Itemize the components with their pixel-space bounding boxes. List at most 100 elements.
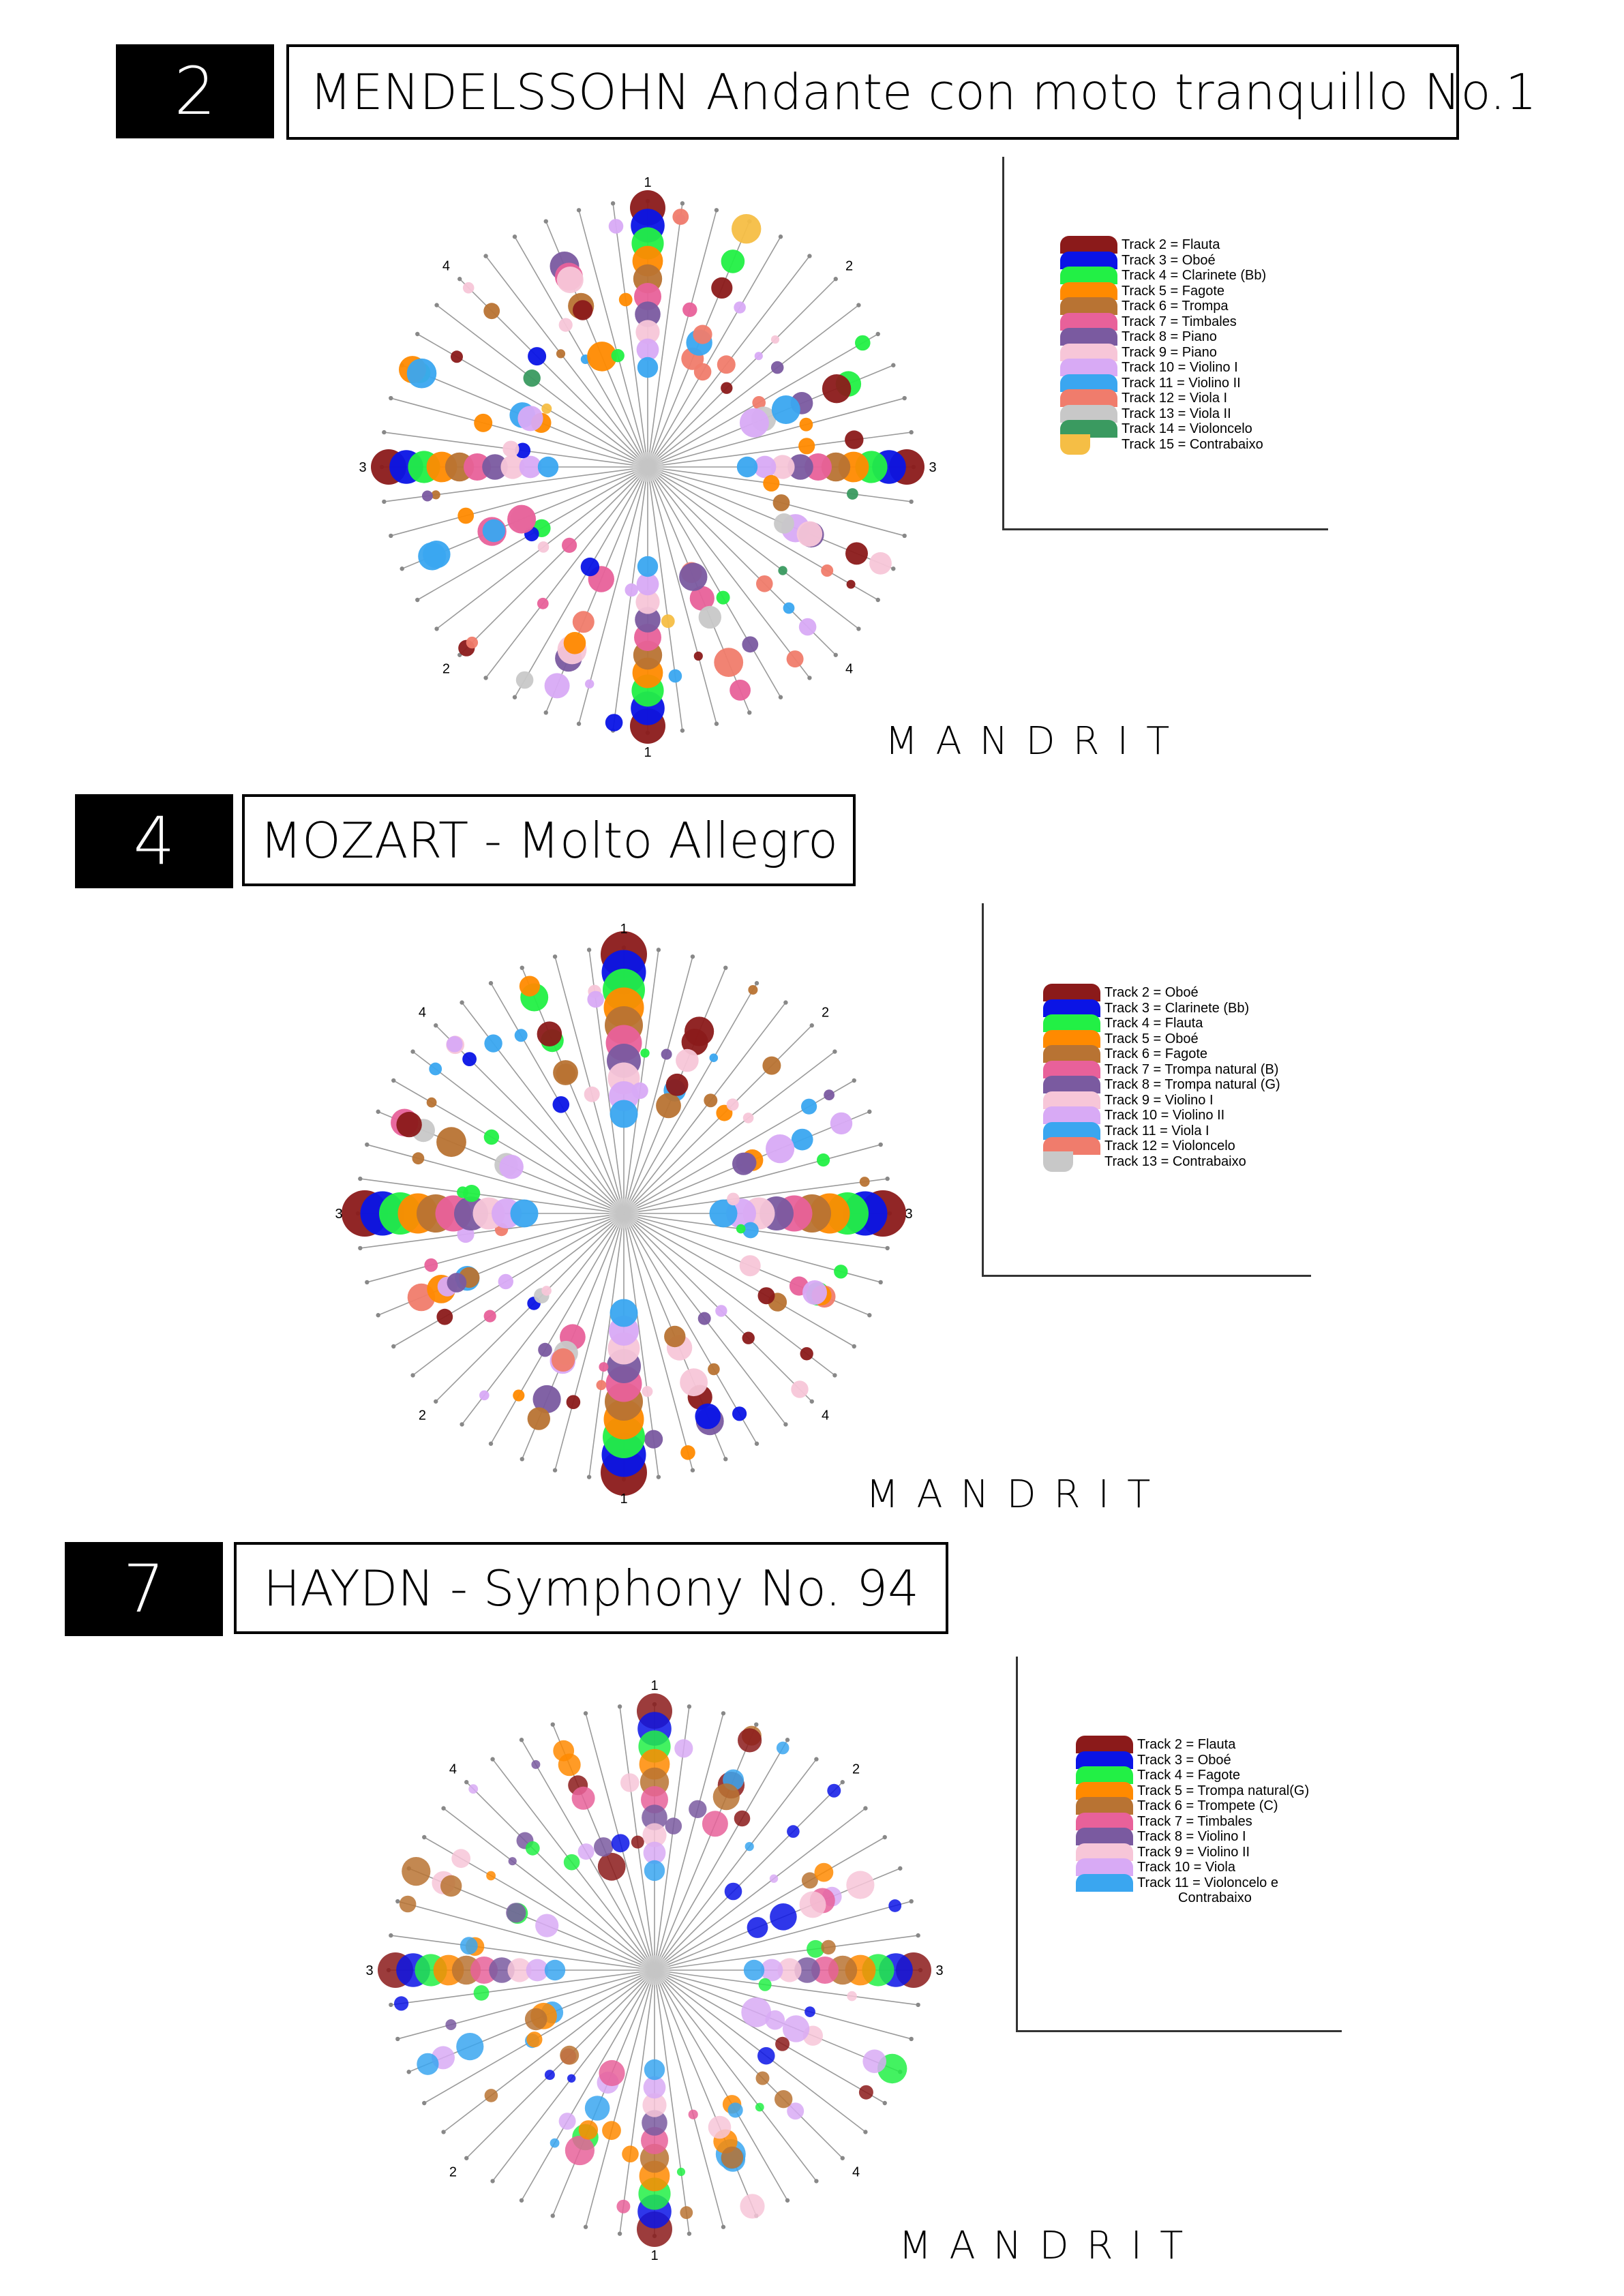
data-bubble xyxy=(643,2076,666,2099)
ring-label: 1 xyxy=(620,1492,627,1507)
spoke-end-dot xyxy=(833,652,838,657)
data-bubble xyxy=(605,714,623,731)
spoke-line xyxy=(647,466,879,601)
legend-item: Track 8 = Trompa natural (G) xyxy=(1043,1076,1280,1094)
data-bubble xyxy=(783,602,795,614)
data-bubble xyxy=(466,636,479,649)
data-bubble xyxy=(532,1385,561,1414)
spoke-line xyxy=(360,1178,625,1214)
spoke-line xyxy=(554,1213,625,1470)
ring-label: 4 xyxy=(852,2165,860,2180)
legend-label: Track 8 = Violino I xyxy=(1137,1829,1246,1845)
spoke-end-dot xyxy=(389,395,393,401)
data-bubble xyxy=(635,590,660,614)
data-bubble xyxy=(756,575,773,592)
data-bubble xyxy=(715,1305,727,1317)
data-bubble xyxy=(602,2121,621,2141)
data-bubble xyxy=(563,1854,580,1871)
legend-item: Track 10 = Violino I xyxy=(1060,359,1266,377)
spoke-end-dot xyxy=(867,1109,872,1114)
spoke-line xyxy=(585,1969,655,2227)
spoke-end-dot xyxy=(550,2214,555,2218)
data-bubble xyxy=(858,2085,873,2100)
data-bubble xyxy=(644,1860,665,1882)
spoke-end-dot xyxy=(909,1899,914,1904)
data-bubble xyxy=(777,1958,802,1982)
data-bubble xyxy=(801,1098,817,1115)
data-bubble xyxy=(791,1380,809,1398)
spoke-end-dot xyxy=(441,1806,446,1811)
data-bubble xyxy=(484,1034,502,1053)
spoke-line xyxy=(654,1759,817,1971)
data-bubble xyxy=(693,363,712,381)
data-bubble xyxy=(726,1098,739,1111)
spoke-end-dot xyxy=(543,219,548,224)
data-bubble xyxy=(514,1029,528,1042)
spoke-end-dot xyxy=(488,981,494,986)
legend-item: Track 2 = Flauta xyxy=(1060,236,1266,254)
spoke-end-dot xyxy=(875,597,880,603)
data-bubble xyxy=(537,541,550,553)
center-hub xyxy=(640,1955,670,1985)
spoke-line xyxy=(490,1213,625,1445)
spoke-end-dot xyxy=(714,208,719,213)
data-bubble xyxy=(714,648,744,677)
data-bubble xyxy=(544,673,570,699)
legend-swatch xyxy=(1076,1797,1133,1815)
spoke-line xyxy=(623,1002,787,1214)
data-bubble xyxy=(599,1362,609,1372)
ring-label: 2 xyxy=(442,662,450,677)
data-bubble xyxy=(599,2059,625,2087)
spoke-end-dot xyxy=(586,1475,592,1479)
legend-item: Track 13 = Contrabaixo xyxy=(1043,1151,1280,1172)
spoke-end-dot xyxy=(434,303,439,307)
spoke-end-dot xyxy=(400,567,404,571)
legend-label: Track 11 = Violoncelo e xyxy=(1137,1875,1278,1890)
data-bubble xyxy=(556,267,584,293)
spoke-end-dot xyxy=(434,626,439,631)
legend-label: Track 15 = Contrabaixo xyxy=(1122,436,1263,452)
data-bubble xyxy=(525,1841,540,1856)
legend-label: Track 12 = Violoncelo xyxy=(1104,1138,1235,1154)
spoke-end-dot xyxy=(583,1711,588,1716)
data-bubble xyxy=(680,2206,693,2220)
spoke-end-dot xyxy=(376,1313,380,1318)
data-bubble xyxy=(757,1287,775,1305)
spoke-end-dot xyxy=(909,429,914,435)
spoke-end-dot xyxy=(754,981,760,986)
spoke-end-dot xyxy=(863,2130,868,2134)
data-bubble xyxy=(801,1872,818,1889)
data-bubble xyxy=(587,991,604,1008)
legend-frame xyxy=(1002,157,1328,530)
section-title: MOZART - Molto Allegro xyxy=(242,794,856,886)
spoke-end-dot xyxy=(909,499,914,504)
legend-item: Track 10 = Viola xyxy=(1076,1858,1309,1877)
data-bubble xyxy=(736,1224,746,1234)
spoke-line xyxy=(623,1213,855,1347)
data-bubble xyxy=(721,250,745,273)
data-bubble xyxy=(817,1153,830,1167)
spoke-end-dot xyxy=(365,1142,370,1147)
data-bubble xyxy=(742,636,759,653)
spoke-line xyxy=(654,1969,843,2159)
data-bubble xyxy=(695,1403,721,1430)
data-bubble xyxy=(519,455,542,479)
ring-label: 2 xyxy=(449,2165,457,2180)
spoke-end-dot xyxy=(783,1000,788,1005)
data-bubble xyxy=(394,1996,409,2011)
data-bubble xyxy=(479,1390,490,1401)
spoke-line xyxy=(485,466,648,678)
spoke-end-dot xyxy=(902,533,907,539)
data-bubble xyxy=(610,1299,638,1327)
data-bubble xyxy=(814,1862,834,1882)
data-bubble xyxy=(752,396,766,410)
data-bubble xyxy=(635,320,660,344)
data-bubble xyxy=(538,1342,552,1357)
data-bubble xyxy=(440,1875,462,1897)
spoke-end-dot xyxy=(520,965,524,970)
spoke-line xyxy=(654,1713,724,1971)
spoke-line xyxy=(654,1781,843,1971)
spoke-end-dot xyxy=(358,1245,363,1251)
spoke-end-dot xyxy=(754,1722,759,1727)
